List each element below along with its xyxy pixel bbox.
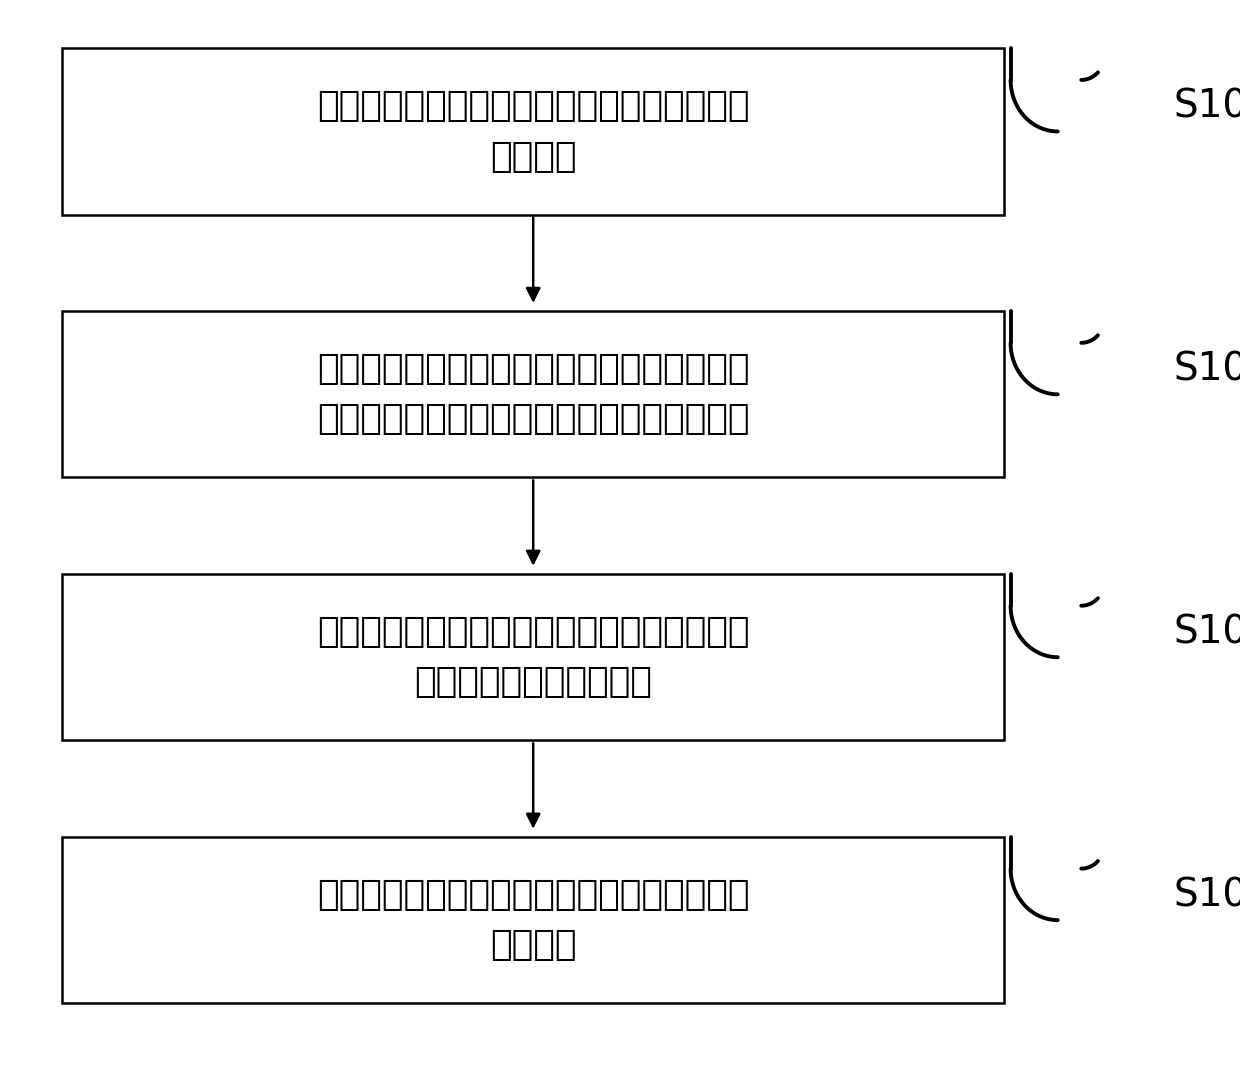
Bar bbox=[62, 48, 1004, 215]
Text: 根据预设目标相对汽车的运动关系对车载雷达
进行标定: 根据预设目标相对汽车的运动关系对车载雷达 进行标定 bbox=[317, 878, 749, 962]
Text: 获取汽车的车速、汽车方向盘的转角以及汽车
的加速度: 获取汽车的车速、汽车方向盘的转角以及汽车 的加速度 bbox=[317, 89, 749, 174]
Text: 根据汽车的车速、汽车方向盘的转角以及汽车
的加速度判断汽车是否处于匀速直线运动状态: 根据汽车的车速、汽车方向盘的转角以及汽车 的加速度判断汽车是否处于匀速直线运动状… bbox=[317, 352, 749, 437]
Text: S101: S101 bbox=[1173, 88, 1240, 126]
Text: S104: S104 bbox=[1173, 877, 1240, 914]
Text: 如果汽车处于匀速直线运动状态，则获取预设
目标相对汽车的运动关系: 如果汽车处于匀速直线运动状态，则获取预设 目标相对汽车的运动关系 bbox=[317, 615, 749, 700]
Text: S102: S102 bbox=[1173, 351, 1240, 388]
Bar bbox=[62, 574, 1004, 740]
Bar bbox=[62, 837, 1004, 1003]
Bar bbox=[62, 311, 1004, 477]
Text: S103: S103 bbox=[1173, 614, 1240, 651]
